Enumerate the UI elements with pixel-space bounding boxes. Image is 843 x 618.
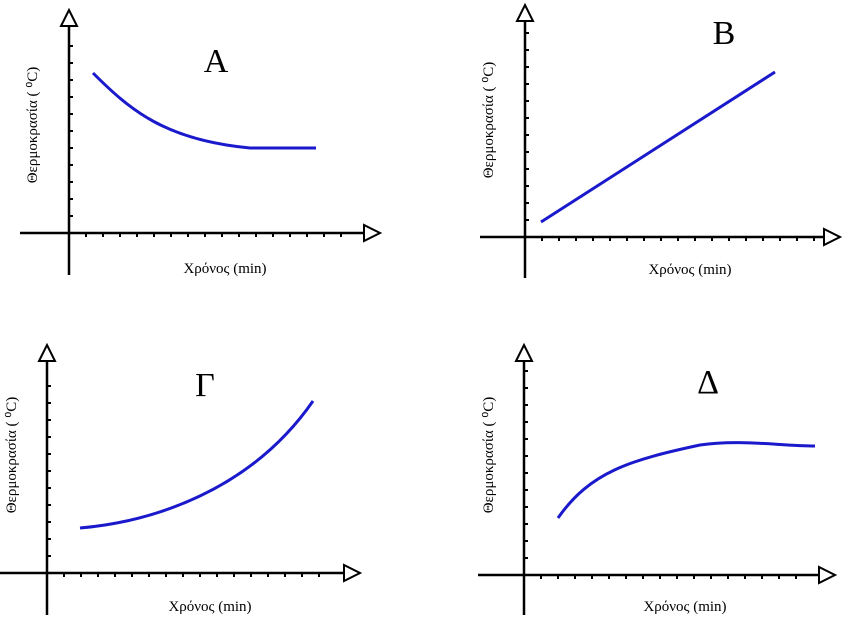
x-arrow [823, 227, 843, 247]
x-arrow [818, 565, 838, 585]
curve [556, 441, 816, 519]
panel-label: Γ [195, 367, 215, 404]
y-arrow [514, 342, 534, 362]
x-label: Χρόνος (min) [183, 261, 266, 277]
x-label: Χρόνος (min) [648, 262, 731, 278]
graph-panel: A Χρόνος (min) Θερμοκρασία ( ⁰C) [20, 7, 383, 277]
y-label: Θερμοκρασία ( ⁰C) [4, 397, 20, 514]
curve [79, 400, 315, 530]
y-label: Θερμοκρασία ( ⁰C) [25, 67, 41, 184]
panel-label: Δ [697, 364, 719, 401]
panel-label: A [204, 43, 229, 80]
y-label: Θερμοκρασία ( ⁰C) [481, 62, 497, 179]
y-arrow [515, 2, 535, 22]
x-arrow [343, 563, 363, 583]
y-arrow [59, 7, 79, 27]
x-label: Χρόνος (min) [168, 599, 251, 615]
curve [540, 70, 776, 224]
x-label: Χρόνος (min) [643, 599, 726, 615]
x-arrow [363, 223, 383, 243]
graph-panel: Δ Χρόνος (min) Θερμοκρασία ( ⁰C) [478, 342, 838, 615]
panel-label: B [713, 15, 736, 52]
y-arrow [37, 342, 57, 362]
y-label: Θερμοκρασία ( ⁰C) [481, 397, 497, 514]
graph-panel: Γ Χρόνος (min) Θερμοκρασία ( ⁰C) [0, 342, 363, 615]
curve [91, 71, 316, 150]
graph-panel: B Χρόνος (min) Θερμοκρασία ( ⁰C) [480, 2, 843, 278]
